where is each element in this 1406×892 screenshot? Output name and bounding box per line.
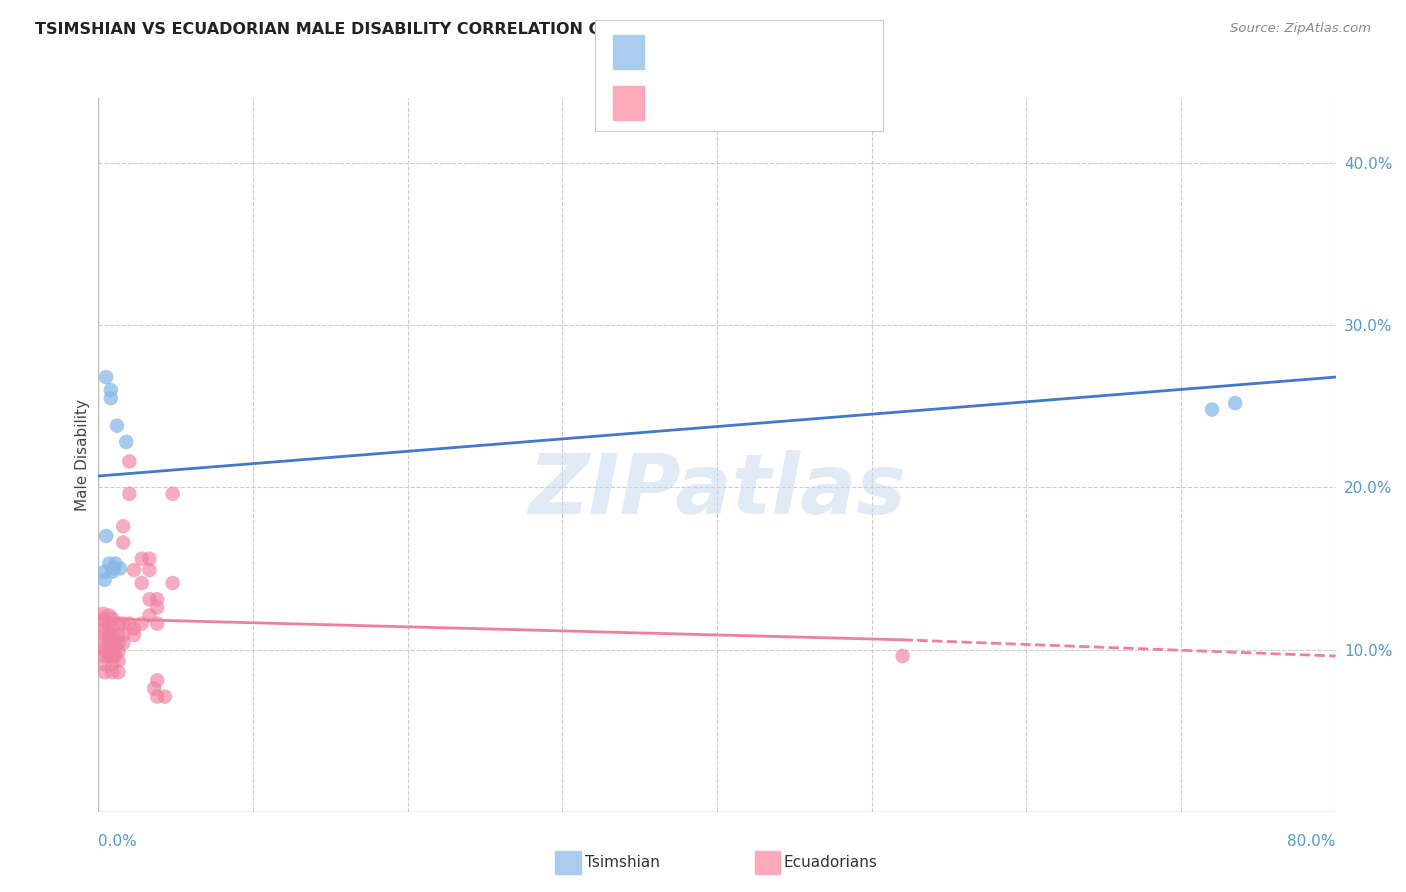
Point (146, 616, 169, 631)
Point (91, 615, 114, 629)
Point (146, 690, 169, 704)
Point (118, 616, 141, 631)
Text: Source: ZipAtlas.com: Source: ZipAtlas.com (1230, 22, 1371, 36)
Point (93, 632, 115, 647)
Text: 61: 61 (803, 96, 824, 112)
Point (98, 648, 121, 663)
Point (107, 644, 129, 658)
Text: 0.0%: 0.0% (98, 834, 138, 849)
Point (143, 681, 166, 696)
Point (162, 576, 184, 591)
Point (107, 616, 129, 631)
Point (104, 640, 127, 655)
Point (112, 616, 135, 631)
Text: R =: R = (655, 45, 689, 61)
Point (101, 648, 124, 663)
Point (146, 673, 169, 688)
Text: 0.262: 0.262 (697, 45, 745, 61)
Point (112, 636, 135, 650)
Point (118, 454, 141, 468)
Point (1201, 402, 1223, 417)
Point (131, 616, 153, 631)
Point (101, 628, 124, 642)
Point (146, 592, 169, 607)
Point (104, 557, 127, 571)
Text: TSIMSHIAN VS ECUADORIAN MALE DISABILITY CORRELATION CHART: TSIMSHIAN VS ECUADORIAN MALE DISABILITY … (35, 22, 650, 37)
Text: 80.0%: 80.0% (1288, 834, 1336, 849)
Point (105, 418, 128, 433)
Point (146, 600, 169, 615)
Point (98, 628, 121, 642)
Point (153, 690, 176, 704)
Point (101, 612, 124, 626)
Point (93, 644, 115, 658)
Point (131, 576, 153, 591)
Point (93, 665, 115, 680)
Point (122, 622, 145, 636)
Point (101, 640, 124, 655)
Point (122, 628, 145, 642)
Point (101, 622, 124, 636)
Point (93, 657, 115, 672)
Point (108, 561, 131, 575)
Text: N =: N = (761, 45, 794, 61)
Text: ZIPatlas: ZIPatlas (529, 450, 905, 531)
Point (93, 628, 115, 642)
Point (98, 640, 121, 655)
Point (115, 434, 138, 449)
Point (98, 632, 121, 647)
Text: Ecuadorians: Ecuadorians (783, 855, 877, 870)
Point (107, 636, 129, 650)
Text: 15: 15 (803, 45, 824, 61)
Point (98, 608, 121, 623)
Point (112, 535, 135, 549)
Point (112, 628, 135, 642)
Point (93, 573, 115, 587)
Point (104, 648, 127, 663)
Point (107, 628, 129, 642)
Point (93, 648, 115, 663)
Point (162, 487, 184, 501)
Text: R =: R = (655, 96, 689, 112)
Text: -0.079: -0.079 (690, 96, 745, 112)
Point (138, 551, 160, 566)
Point (91, 607, 114, 621)
Point (891, 648, 914, 663)
Point (91, 612, 114, 626)
Point (103, 561, 125, 575)
Point (93, 565, 115, 579)
Text: N =: N = (761, 96, 794, 112)
Point (93, 622, 115, 636)
Point (96, 370, 118, 384)
Point (93, 640, 115, 655)
Point (118, 487, 141, 501)
Text: Tsimshian: Tsimshian (585, 855, 659, 870)
Point (101, 565, 124, 579)
Point (100, 391, 122, 405)
Point (1223, 396, 1247, 410)
Point (107, 665, 129, 680)
Point (138, 608, 160, 623)
Point (138, 563, 160, 577)
Point (101, 657, 124, 672)
Point (101, 665, 124, 680)
Point (107, 654, 129, 668)
Point (112, 519, 135, 533)
Point (98, 557, 121, 571)
Point (98, 616, 121, 631)
Point (104, 632, 127, 647)
Point (96, 529, 118, 543)
Point (100, 383, 122, 397)
Point (131, 551, 153, 566)
Point (122, 563, 145, 577)
Point (138, 592, 160, 607)
Y-axis label: Male Disability: Male Disability (75, 399, 90, 511)
